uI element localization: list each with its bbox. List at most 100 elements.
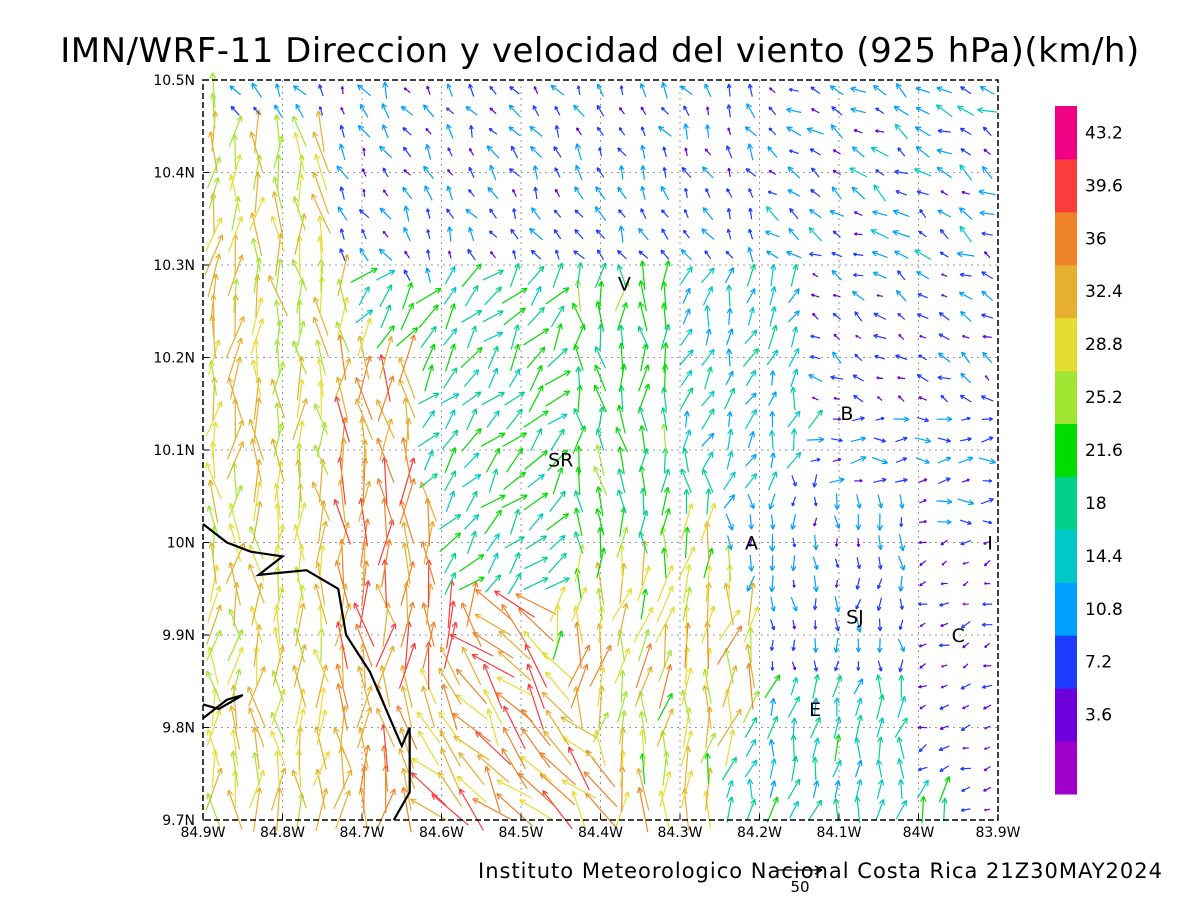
wind-vector [463, 452, 480, 469]
wind-vector [854, 311, 863, 322]
wind-vector [700, 732, 716, 764]
wind-vector [228, 523, 242, 562]
wind-vector [853, 232, 863, 236]
wind-vector [983, 786, 992, 792]
wind-vector [468, 188, 475, 197]
wind-vector [576, 127, 582, 136]
wind-vector [897, 312, 906, 320]
wind-vector [640, 106, 647, 115]
wind-vector [961, 334, 970, 339]
wind-vector [595, 229, 606, 240]
wind-vector [764, 230, 780, 238]
wind-vector [701, 432, 715, 447]
wind-vector [918, 520, 927, 524]
wind-vector [937, 209, 952, 218]
wind-vector [403, 169, 411, 176]
wind-vector [595, 486, 604, 517]
wind-vector [230, 750, 239, 787]
wind-vector [596, 167, 605, 178]
y-tick-label: 10.3N [153, 258, 195, 274]
colorbar-swatch [1055, 529, 1077, 583]
wind-vector [788, 310, 800, 323]
wind-vector [487, 186, 499, 200]
wind-vector [723, 471, 736, 491]
wind-vector [937, 437, 952, 443]
wind-vector [545, 709, 570, 746]
wind-vector [813, 660, 819, 672]
wind-vector [982, 520, 993, 525]
wind-vector [787, 696, 800, 718]
wind-vector [790, 368, 799, 388]
wind-vector [787, 166, 801, 179]
colorbar-label: 7.2 [1085, 653, 1112, 673]
wind-vector [292, 85, 307, 96]
wind-vector [545, 671, 570, 702]
wind-vector [486, 533, 500, 552]
wind-vector [813, 620, 818, 630]
wind-vector [398, 356, 416, 400]
wind-vector [422, 409, 436, 429]
wind-vector [595, 444, 605, 477]
wind-vector [810, 355, 821, 360]
wind-vector [917, 766, 928, 772]
reference-vector-head [814, 865, 823, 875]
colorbar-swatch [1055, 370, 1077, 424]
wind-vector [769, 370, 776, 386]
wind-vector [206, 709, 222, 746]
wind-vector [962, 642, 970, 649]
wind-vector [381, 103, 390, 119]
wind-vector [400, 601, 415, 648]
wind-vector [938, 312, 950, 321]
y-tick-label: 10.4N [153, 166, 195, 182]
wind-vectors [204, 72, 998, 833]
wind-vector [726, 188, 733, 198]
wind-vector [359, 417, 368, 463]
wind-vector [423, 165, 435, 180]
wind-vector [520, 755, 552, 782]
wind-vector [919, 335, 927, 339]
wind-vector [769, 263, 777, 287]
place-label: SR [548, 449, 573, 471]
colorbar-label: 3.6 [1085, 706, 1112, 726]
wind-vector [895, 799, 907, 820]
wind-vector [270, 767, 287, 811]
wind-vector [856, 538, 861, 548]
wind-vector [919, 622, 926, 627]
wind-vector [727, 535, 733, 550]
wind-vector [293, 644, 307, 688]
colorbar-swatch [1055, 741, 1077, 795]
wind-vector [718, 609, 741, 641]
wind-vector [421, 685, 436, 728]
wind-vector [461, 309, 483, 323]
wind-vector [402, 397, 410, 441]
wind-vector [357, 355, 372, 401]
colorbar-swatch [1055, 423, 1077, 477]
wind-vector [870, 146, 889, 157]
wind-vector [680, 249, 693, 261]
wind-vector [854, 353, 863, 362]
wind-vector [594, 346, 607, 369]
wind-vector [553, 145, 562, 158]
wind-vector [769, 758, 777, 779]
colorbar-swatch [1055, 635, 1077, 689]
wind-vector [830, 375, 844, 380]
wind-vector [744, 329, 758, 345]
wind-vector [503, 705, 526, 750]
wind-vector [660, 323, 671, 350]
wind-vector [446, 600, 456, 649]
wind-vector [456, 775, 487, 803]
colorbar-swatch [1055, 158, 1077, 213]
wind-vector [766, 349, 779, 366]
wind-vector [611, 588, 633, 621]
wind-vector [426, 208, 431, 219]
wind-vector [918, 540, 927, 545]
x-tick-label: 84.6W [419, 825, 464, 841]
wind-vector [940, 539, 948, 546]
wind-vector [619, 669, 626, 703]
wind-vector [336, 278, 348, 313]
wind-vector [361, 228, 367, 240]
wind-vector [424, 143, 432, 160]
wind-vector [769, 575, 776, 593]
wind-vector [786, 250, 802, 259]
x-tick-label: 84W [903, 825, 935, 841]
